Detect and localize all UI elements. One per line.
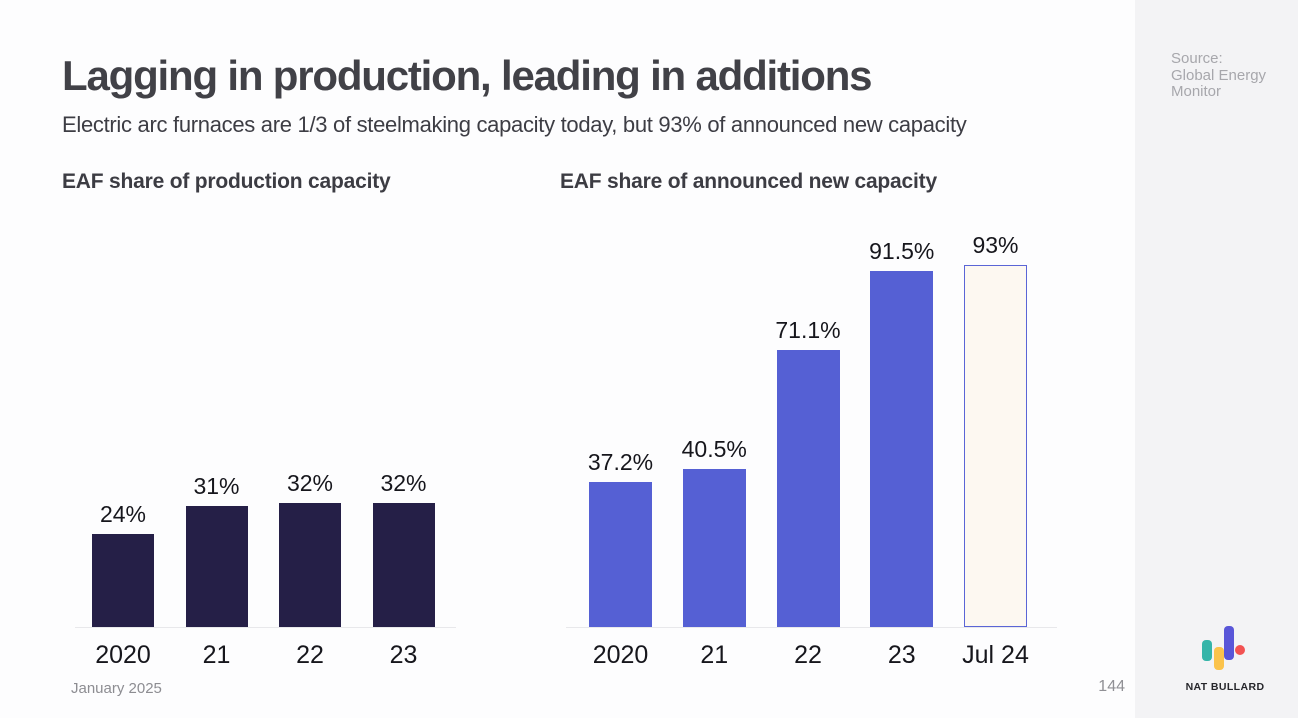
bar-2020 xyxy=(589,482,652,627)
bar-value-label: 32% xyxy=(380,470,427,496)
chart-title-announced: EAF share of announced new capacity xyxy=(560,170,937,193)
x-axis-label: 21 xyxy=(202,641,231,669)
x-axis-label: 22 xyxy=(794,641,822,669)
sidebar: Source: Global Energy Monitor NAT BULLAR… xyxy=(1135,0,1298,718)
bar-value-label: 93% xyxy=(972,232,1019,258)
production-chart-plot: 24% 2020 31% 21 32% 22 32% 23 xyxy=(75,220,456,668)
x-axis-label: 22 xyxy=(296,641,324,669)
bar-value-label: 31% xyxy=(193,473,240,499)
nat-bullard-logo xyxy=(1202,626,1247,671)
logo-bar-yellow-icon xyxy=(1214,647,1224,670)
x-axis-label: 23 xyxy=(389,641,418,669)
bar-value-label: 91.5% xyxy=(869,238,935,264)
x-axis-label: 21 xyxy=(700,641,729,669)
bar-value-label: 24% xyxy=(99,501,147,527)
logo-dot-icon xyxy=(1235,645,1245,655)
bar-21 xyxy=(185,506,248,627)
announced-chart-plot: 37.2% 2020 40.5% 21 71.1% 22 91.5% 23 93% Jul 24 xyxy=(566,220,1057,668)
bar-value-label: 40.5% xyxy=(681,436,747,462)
x-axis-label: 2020 xyxy=(592,641,649,669)
chart-title-production: EAF share of production capacity xyxy=(62,170,391,193)
x-axis-label: Jul 24 xyxy=(962,641,1029,669)
bar-23 xyxy=(870,271,934,627)
source-line: Global Energy xyxy=(1171,66,1267,84)
bar-21 xyxy=(682,469,746,627)
page-title: Lagging in production, leading in additi… xyxy=(62,52,873,99)
x-axis-label: 23 xyxy=(887,641,916,669)
x-axis-line xyxy=(75,626,456,628)
page-subtitle: Electric arc furnaces are 1/3 of steelma… xyxy=(62,112,967,137)
bar-value-label: 37.2% xyxy=(587,449,654,475)
page-number: 144 xyxy=(1098,678,1125,695)
bar-22 xyxy=(776,350,840,627)
bar-jul-24 xyxy=(964,265,1027,627)
x-axis-label: 2020 xyxy=(95,641,151,669)
logo-wordmark: NAT BULLARD xyxy=(1185,681,1265,693)
source-note: Source: Global Energy Monitor xyxy=(1171,50,1267,101)
bar-2020 xyxy=(92,534,154,627)
source-line: Monitor xyxy=(1171,83,1222,100)
bar-22 xyxy=(279,503,341,627)
logo-bar-teal-icon xyxy=(1202,640,1212,661)
bar-23 xyxy=(372,503,435,627)
logo-bar-purple-icon xyxy=(1224,626,1234,660)
x-axis-line xyxy=(566,626,1057,628)
bar-value-label: 71.1% xyxy=(775,317,841,343)
bar-value-label: 32% xyxy=(286,470,334,496)
footer-date: January 2025 xyxy=(71,680,162,697)
source-line: Source: xyxy=(1171,50,1223,67)
